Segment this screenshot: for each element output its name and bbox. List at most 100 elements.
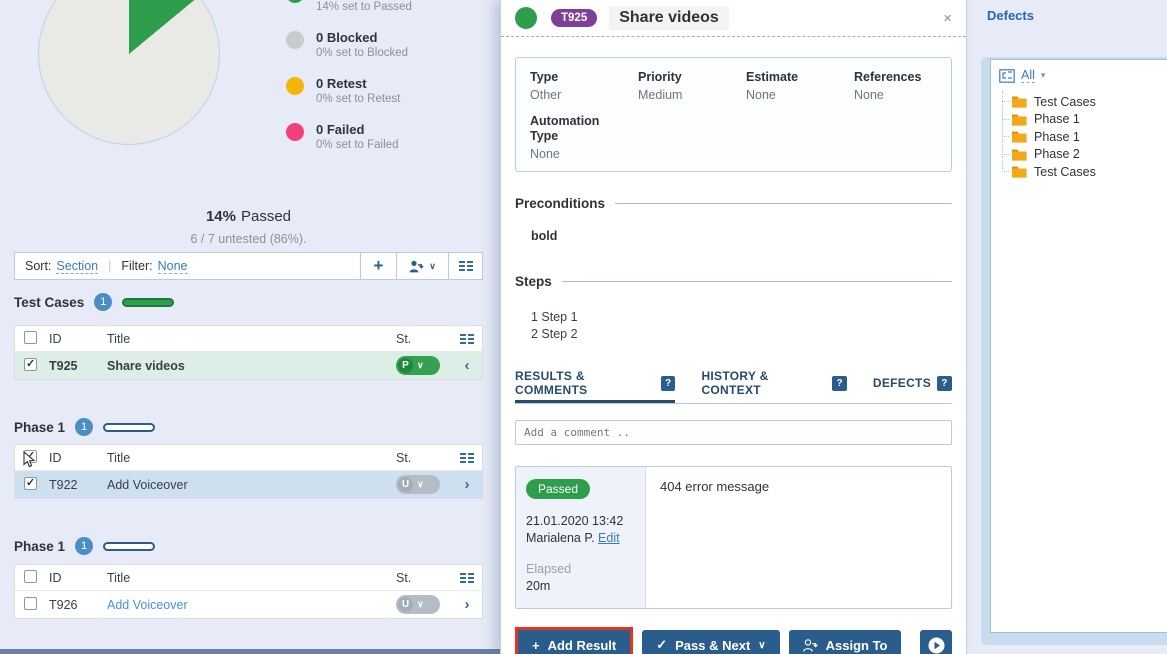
tree-item-phase-2[interactable]: Phase 2 bbox=[1002, 146, 1167, 164]
tree-item-phase-1[interactable]: Phase 1 bbox=[1002, 111, 1167, 129]
tree-item-test-cases[interactable]: Test Cases bbox=[1002, 93, 1167, 111]
collapse-row-chevron[interactable]: ‹ bbox=[464, 357, 470, 374]
sort-label: Sort: bbox=[25, 259, 52, 273]
elapsed-value: 20m bbox=[526, 579, 551, 593]
field-value: None bbox=[854, 88, 884, 102]
expand-row-chevron[interactable]: › bbox=[464, 476, 470, 493]
dialog-header: T925 Share videos × bbox=[501, 0, 966, 37]
tab-results-comments[interactable]: RESULTS & COMMENTS ? bbox=[515, 369, 676, 403]
caret-down-icon[interactable]: ▾ bbox=[1040, 70, 1046, 80]
col-id: ID bbox=[49, 450, 62, 465]
folder-icon bbox=[1012, 114, 1027, 126]
status-letter: U bbox=[398, 477, 413, 492]
field-label: Automation Type bbox=[530, 114, 600, 143]
defects-panel: Defects All ▾ Test Cases bbox=[966, 0, 1167, 654]
tree-item-phase-1b[interactable]: Phase 1 bbox=[1002, 128, 1167, 146]
chevron-down-icon: ∨ bbox=[417, 599, 424, 609]
row-checkbox[interactable] bbox=[24, 596, 37, 610]
close-icon[interactable]: × bbox=[943, 10, 952, 27]
legend-title: 0 Retest bbox=[316, 76, 367, 91]
columns-button[interactable] bbox=[448, 253, 482, 279]
help-icon[interactable]: ? bbox=[661, 375, 676, 391]
row-checkbox[interactable] bbox=[24, 357, 37, 371]
chevron-down-icon: ∨ bbox=[758, 639, 766, 651]
assign-dropdown-button[interactable]: ∨ bbox=[396, 253, 448, 279]
retest-dot-icon bbox=[286, 77, 304, 95]
columns-settings-button[interactable] bbox=[452, 452, 482, 464]
field-estimate: Estimate None bbox=[746, 70, 854, 102]
step-item: 2 Step 2 bbox=[531, 327, 578, 341]
help-icon[interactable]: ? bbox=[937, 375, 952, 391]
blocked-dot-icon bbox=[286, 31, 304, 49]
columns-icon bbox=[458, 261, 473, 271]
legend-item-blocked: 0 Blocked 0% set to Blocked bbox=[286, 30, 412, 61]
section-count-badge: 1 bbox=[75, 537, 94, 555]
comment-input[interactable] bbox=[515, 420, 952, 445]
test-case-table: ID Title St. T925 Share videos P bbox=[14, 325, 483, 380]
case-title[interactable]: Share videos bbox=[107, 358, 185, 373]
col-title: Title bbox=[107, 570, 131, 585]
legend-item-failed: 0 Failed 0% set to Failed bbox=[286, 122, 412, 153]
pass-and-next-button[interactable]: ✓ Pass & Next ∨ bbox=[642, 630, 780, 654]
add-case-button[interactable]: + bbox=[360, 253, 396, 279]
case-title[interactable]: Add Voiceover bbox=[107, 597, 188, 612]
field-priority: Priority Medium bbox=[638, 70, 746, 102]
status-badge[interactable]: P ∨ bbox=[396, 356, 440, 375]
sort-value-link[interactable]: Section bbox=[56, 258, 99, 274]
result-message: 404 error message bbox=[660, 479, 770, 494]
columns-icon bbox=[460, 572, 474, 583]
dialog-actions: + Add Result ✓ Pass & Next ∨ Assign To bbox=[515, 627, 952, 654]
result-status-badge: Passed bbox=[526, 479, 591, 499]
edit-result-link[interactable]: Edit bbox=[598, 531, 620, 545]
test-case-dialog: T925 Share videos × Type Other Priority … bbox=[500, 0, 966, 654]
test-case-table: ID Title St. T926 Add Voiceover U bbox=[14, 564, 483, 619]
columns-icon bbox=[460, 452, 474, 463]
field-label: Priority bbox=[638, 70, 682, 84]
col-status: St. bbox=[396, 331, 412, 346]
tree-root-link[interactable]: All bbox=[1021, 68, 1035, 83]
case-id-badge: T925 bbox=[551, 9, 598, 27]
legend-sub: 0% set to Blocked bbox=[316, 47, 409, 59]
select-all-checkbox[interactable] bbox=[24, 330, 37, 344]
case-fields-box: Type Other Priority Medium Estimate None… bbox=[515, 57, 952, 172]
table-row[interactable]: T925 Share videos P ∨ ‹ bbox=[15, 352, 482, 379]
col-title: Title bbox=[107, 450, 131, 465]
case-title[interactable]: Add Voiceover bbox=[107, 477, 188, 492]
legend-title: 0 Failed bbox=[316, 122, 365, 137]
tree-item-test-cases-2[interactable]: Test Cases bbox=[1002, 163, 1167, 181]
row-checkbox[interactable] bbox=[24, 476, 37, 490]
tab-defects[interactable]: DEFECTS ? bbox=[873, 369, 952, 403]
expand-row-chevron[interactable]: › bbox=[464, 596, 470, 613]
step-item: 1 Step 1 bbox=[531, 310, 578, 324]
status-badge[interactable]: U ∨ bbox=[396, 595, 440, 614]
result-meta: Passed 21.01.2020 13:42 Marialena P. Edi… bbox=[516, 467, 646, 608]
select-all-checkbox[interactable] bbox=[24, 569, 37, 583]
run-fast-track-button[interactable] bbox=[920, 630, 952, 654]
play-circle-icon bbox=[928, 637, 944, 653]
folder-icon bbox=[1012, 166, 1027, 178]
status-legend: 14% set to Passed 0 Blocked 0% set to Bl… bbox=[286, 0, 412, 168]
tree-root-row: All ▾ bbox=[999, 68, 1167, 89]
columns-settings-button[interactable] bbox=[452, 572, 482, 584]
help-icon[interactable]: ? bbox=[832, 375, 847, 391]
section-tree: All ▾ Test Cases Phase 1 bbox=[990, 59, 1167, 633]
filter-value-link[interactable]: None bbox=[157, 258, 188, 274]
elapsed-label: Elapsed bbox=[526, 562, 572, 576]
add-result-button[interactable]: + Add Result bbox=[518, 630, 631, 654]
columns-icon bbox=[460, 333, 474, 344]
table-header-row: ID Title St. bbox=[15, 565, 482, 591]
mouse-cursor bbox=[23, 451, 36, 468]
window-bottom-edge bbox=[0, 649, 966, 654]
status-badge[interactable]: U ∨ bbox=[396, 475, 440, 494]
table-row[interactable]: T926 Add Voiceover U ∨ › bbox=[15, 591, 482, 618]
plus-icon: + bbox=[532, 637, 540, 653]
columns-settings-button[interactable] bbox=[452, 333, 482, 345]
test-case-table: ID Title St. T922 Add Voiceover U bbox=[14, 444, 483, 499]
assign-to-button[interactable]: Assign To bbox=[788, 630, 902, 654]
divider bbox=[615, 203, 952, 204]
field-label: Estimate bbox=[746, 70, 799, 84]
table-row[interactable]: T922 Add Voiceover U ∨ › bbox=[15, 471, 482, 498]
list-toolbar: Sort: Section | Filter: None + ∨ bbox=[14, 252, 483, 280]
tab-history-context[interactable]: HISTORY & CONTEXT ? bbox=[701, 369, 847, 403]
field-label: References bbox=[854, 70, 922, 84]
